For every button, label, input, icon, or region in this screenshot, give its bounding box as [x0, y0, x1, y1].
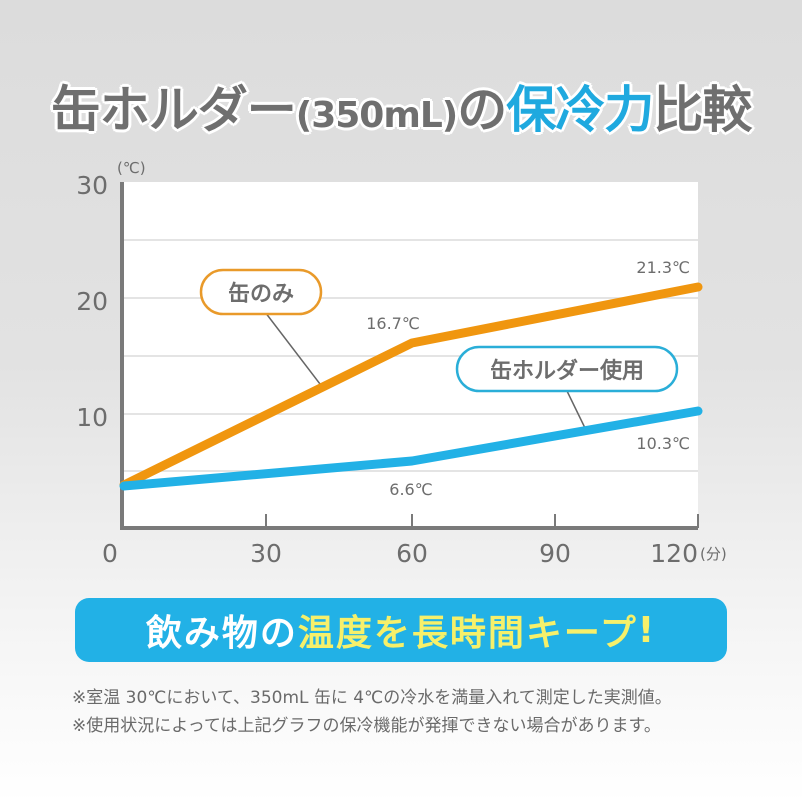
axes — [120, 182, 698, 530]
y-unit: (℃) — [117, 159, 146, 177]
title-accent: 保冷力 — [506, 81, 654, 139]
title-part3: の — [457, 81, 507, 139]
x-tick-90: 90 — [539, 539, 571, 568]
banner-text-white: 飲み物の — [145, 613, 298, 654]
x-tick-60: 60 — [396, 539, 428, 568]
title-part1: 缶ホルダー — [50, 81, 297, 139]
footnotes: ※室温 30℃において、350mL 缶に 4℃の冷水を満量入れて測定した実測値。… — [72, 684, 672, 740]
x-tick-30: 30 — [250, 539, 282, 568]
legend-can-only-label: 缶のみ — [228, 281, 294, 307]
x-tick-0: 0 — [102, 539, 118, 568]
title-part4: 比較 — [653, 81, 752, 139]
y-tick-10: 10 — [76, 403, 108, 432]
banner-text-highlight: 温度を長時間キープ — [297, 613, 638, 654]
y-tick-30: 30 — [76, 171, 108, 200]
gridlines — [124, 239, 698, 472]
legend-can-only: 缶のみ — [199, 268, 323, 316]
value-label-10-3: 10.3℃ — [636, 434, 690, 453]
line-chart: 30 20 10 0 30 60 90 120 (℃) (分) 缶のみ 缶ホルダ… — [76, 159, 727, 568]
footnote-2: ※使用状況によっては上記グラフの保冷機能が発揮できない場合があります。 — [72, 716, 661, 736]
legend-holder: 缶ホルダー使用 — [455, 345, 679, 393]
x-tick-120: 120 — [650, 539, 698, 568]
x-unit: (分) — [700, 545, 727, 563]
x-ticks — [265, 514, 699, 528]
value-label-16-7: 16.7℃ — [366, 314, 420, 333]
y-tick-20: 20 — [76, 287, 108, 316]
footnote-1: ※室温 30℃において、350mL 缶に 4℃の冷水を満量入れて測定した実測値。 — [72, 688, 672, 708]
page-title: 缶ホルダー(350mL)の保冷力比較 — [0, 70, 802, 142]
series-can-only-line — [119, 282, 703, 490]
legend-holder-label: 缶ホルダー使用 — [490, 358, 644, 384]
value-label-6-6: 6.6℃ — [389, 480, 432, 499]
promo-banner: 飲み物の 温度を長時間キープ! — [75, 598, 727, 662]
title-volume: (350mL) — [295, 95, 459, 136]
leader-line-can-only — [264, 311, 321, 385]
banner-exclamation: ! — [637, 609, 657, 651]
value-label-21-3: 21.3℃ — [636, 258, 690, 277]
series-holder-line — [119, 406, 703, 491]
leader-line-holder — [566, 390, 586, 429]
